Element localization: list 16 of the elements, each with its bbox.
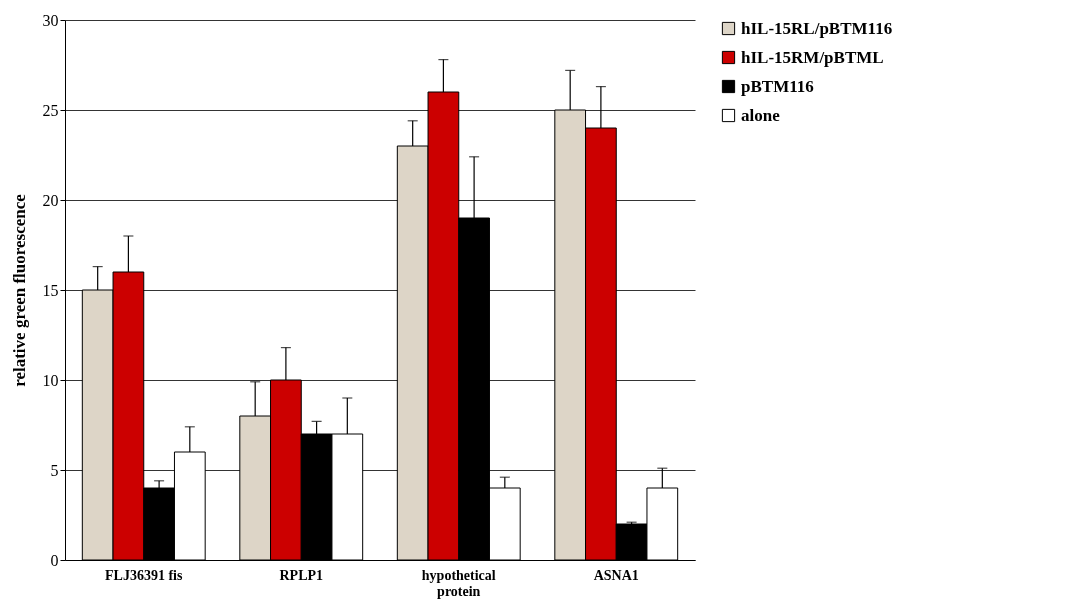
y-tick-label: 25 xyxy=(42,101,59,119)
y-tick-label: 5 xyxy=(50,461,59,479)
x-tick-label: hypothetical protein xyxy=(421,567,496,599)
x-tick-label: RPLP1 xyxy=(279,567,324,583)
x-tick-label: FLJ36391 fis xyxy=(105,567,183,583)
y-tick-label: 10 xyxy=(42,371,59,389)
y-tick-label: 30 xyxy=(42,11,59,29)
legend-label: hIL-15RM/pBTML xyxy=(741,47,884,67)
x-tick-label: ASNA1 xyxy=(593,567,639,583)
legend-label: hIL-15RL/pBTM116 xyxy=(741,18,893,38)
y-tick-label: 15 xyxy=(42,281,59,299)
legend-label: alone xyxy=(741,105,781,125)
y-tick-label: 0 xyxy=(50,551,59,569)
legend-label: pBTM116 xyxy=(741,76,814,96)
y-tick-label: 20 xyxy=(42,191,59,209)
y-axis-title: relative green fluorescence xyxy=(9,193,29,387)
